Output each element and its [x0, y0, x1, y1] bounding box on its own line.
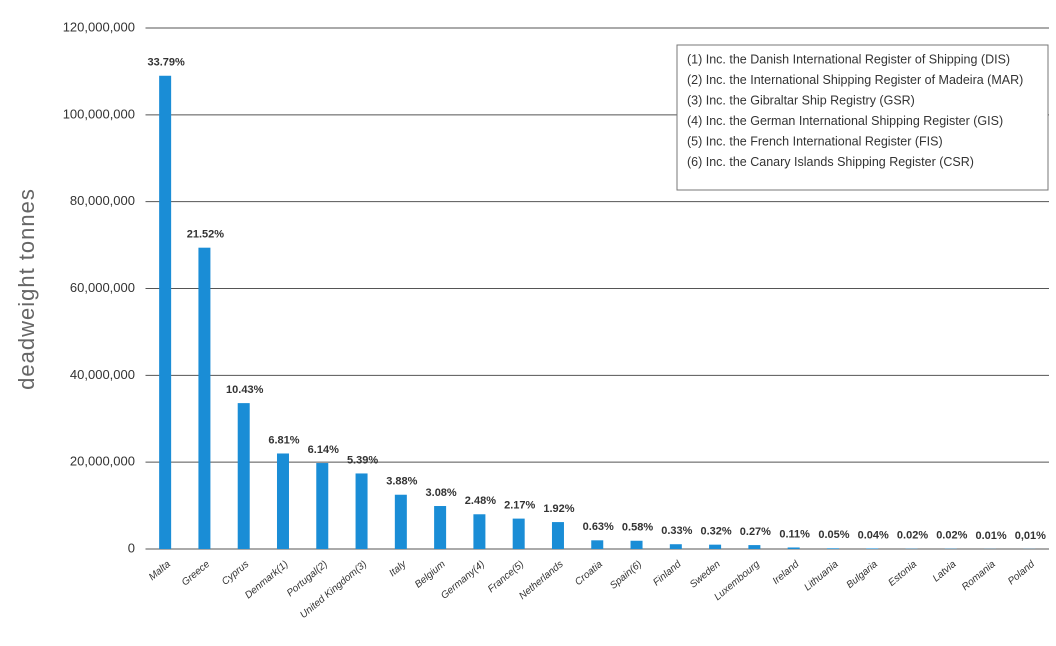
x-tick-label: Finland — [651, 559, 684, 589]
x-tick-label: Estonia — [887, 559, 920, 589]
bar — [316, 463, 329, 549]
x-tick-label: Italy — [387, 558, 409, 579]
note: (4) Inc. the German International Shippi… — [687, 114, 1003, 128]
x-tick-label: Bulgaria — [845, 559, 881, 591]
share-label: 0.27% — [740, 526, 771, 538]
x-tick-label: Croatia — [573, 559, 605, 588]
bar — [748, 545, 761, 549]
share-label: 2.17% — [504, 500, 535, 512]
y-axis-label: deadweight tonnes — [14, 188, 39, 390]
y-tick-label: 100,000,000 — [63, 106, 135, 121]
x-tick-label: Ireland — [771, 559, 802, 587]
bar — [355, 473, 368, 549]
x-tick-label: Greece — [180, 559, 213, 589]
note: (1) Inc. the Danish International Regist… — [687, 52, 1010, 66]
note: (6) Inc. the Canary Islands Shipping Reg… — [687, 155, 974, 169]
share-label: 1.92% — [543, 503, 574, 515]
y-tick-label: 60,000,000 — [70, 280, 135, 295]
share-label: 0.11% — [779, 528, 810, 540]
y-tick-label: 120,000,000 — [63, 19, 135, 34]
share-label: 0.05% — [818, 529, 849, 541]
share-label: 6.14% — [308, 444, 339, 456]
share-label: 0.02% — [936, 530, 967, 542]
share-label: 10.43% — [226, 384, 264, 396]
x-tick-label: Latvia — [931, 559, 959, 585]
share-label: 0.33% — [661, 525, 692, 537]
bar — [551, 522, 564, 549]
bar — [866, 548, 879, 549]
bar — [394, 494, 407, 549]
bar — [669, 544, 682, 549]
x-tick-label: Lithuania — [802, 559, 841, 594]
share-label: 0.04% — [858, 529, 889, 541]
share-label: 0.01% — [975, 530, 1006, 542]
bar — [434, 506, 447, 549]
y-tick-label: 20,000,000 — [70, 454, 135, 469]
share-label: 0.02% — [897, 530, 928, 542]
bar — [826, 548, 839, 549]
bar — [591, 540, 604, 549]
x-tick-label: Malta — [147, 559, 173, 583]
share-label: 3.88% — [386, 476, 417, 488]
share-label: 3.08% — [426, 487, 457, 499]
x-tick-label: Romania — [960, 559, 998, 593]
bar — [512, 518, 525, 549]
note: (2) Inc. the International Shipping Regi… — [687, 73, 1023, 87]
bar — [630, 540, 643, 549]
note: (5) Inc. the French International Regist… — [687, 134, 943, 148]
share-label: 33.79% — [147, 57, 185, 69]
share-label: 0,01% — [1015, 530, 1046, 542]
x-tick-label: Germany(4) — [439, 559, 487, 602]
share-label: 5.39% — [347, 454, 378, 466]
bar — [473, 514, 486, 549]
share-label: 0.58% — [622, 522, 653, 534]
share-label: 2.48% — [465, 495, 496, 507]
x-tick-label: Belgium — [413, 559, 448, 591]
note: (3) Inc. the Gibraltar Ship Registry (GS… — [687, 93, 915, 107]
share-label: 0.32% — [700, 526, 731, 538]
bar — [237, 403, 250, 549]
x-tick-label: Spain(6) — [608, 559, 644, 592]
x-tick-label: Cyprus — [220, 559, 251, 588]
y-tick-label: 80,000,000 — [70, 193, 135, 208]
bar — [276, 453, 289, 549]
x-tick-label: United Kingdom(3) — [298, 559, 369, 621]
bar — [159, 75, 172, 549]
y-tick-label: 40,000,000 — [70, 367, 135, 382]
x-tick-label: Sweden — [688, 559, 723, 591]
bar — [787, 547, 800, 549]
bar — [198, 247, 211, 549]
y-tick-label: 0 — [128, 540, 135, 555]
bar — [709, 544, 722, 549]
x-tick-label: Poland — [1006, 559, 1037, 588]
notes-box — [676, 44, 1049, 191]
share-label: 21.52% — [187, 229, 225, 241]
x-tick-label: Denmark(1) — [243, 559, 291, 601]
share-label: 6.81% — [268, 434, 299, 446]
share-label: 0.63% — [583, 521, 614, 533]
